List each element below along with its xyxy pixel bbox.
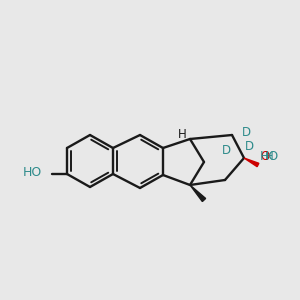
Text: H: H bbox=[265, 151, 274, 164]
Text: D: D bbox=[244, 140, 253, 152]
Text: H: H bbox=[178, 128, 186, 141]
Text: HO: HO bbox=[23, 167, 42, 179]
Text: D: D bbox=[242, 127, 250, 140]
Text: D: D bbox=[221, 143, 231, 157]
Text: HO: HO bbox=[260, 149, 279, 163]
Polygon shape bbox=[190, 185, 206, 202]
Text: O: O bbox=[260, 151, 269, 164]
Polygon shape bbox=[244, 158, 259, 167]
